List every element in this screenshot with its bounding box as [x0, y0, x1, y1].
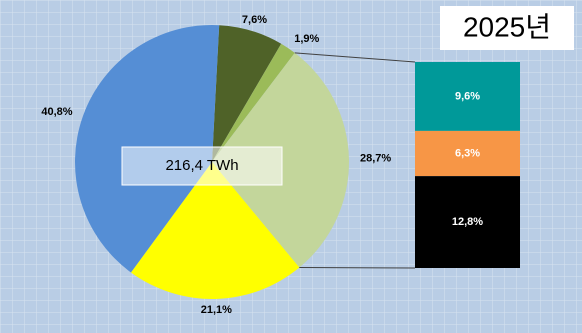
bar-segment	[415, 62, 520, 131]
title-box	[440, 6, 574, 50]
slice-label: 7,6%	[242, 14, 267, 26]
slice-label: 21,1%	[201, 304, 232, 316]
center-label: 216,4 TWh	[165, 157, 238, 174]
pie-slice	[212, 43, 295, 162]
chart-title: 2025년	[463, 11, 551, 42]
center-label-box	[121, 146, 283, 186]
bar-label: 6,3%	[455, 147, 480, 159]
pie-slice	[212, 25, 282, 162]
bar-label: 12,8%	[452, 216, 483, 228]
bar-segment	[415, 130, 520, 177]
pie-slice	[130, 162, 300, 299]
connector	[294, 52, 416, 63]
bar-segment	[415, 176, 520, 268]
bar-label: 9,6%	[455, 90, 480, 102]
slice-label: 1,9%	[294, 33, 319, 45]
slice-label: 28,7%	[360, 153, 391, 165]
slice-label: 40,8%	[41, 106, 72, 118]
